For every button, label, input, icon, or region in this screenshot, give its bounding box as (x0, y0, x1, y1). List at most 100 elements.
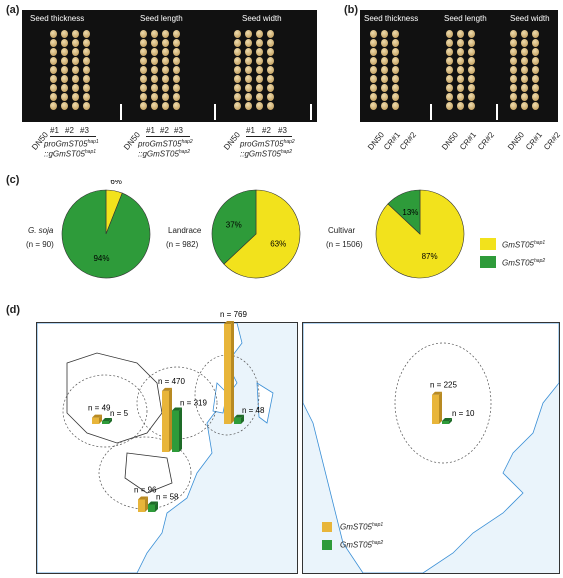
seed (151, 66, 158, 74)
seed (61, 66, 68, 74)
seed (532, 84, 539, 92)
group-name-cultivar: Cultivar (328, 226, 356, 235)
line-label: #3 (278, 126, 287, 135)
seed (532, 93, 539, 101)
seed (72, 39, 79, 47)
panel-b-title-length: Seed length (444, 14, 487, 23)
seed (381, 102, 388, 110)
seed-column (457, 30, 464, 110)
seed (83, 102, 90, 110)
seed (256, 84, 263, 92)
seed (446, 57, 453, 65)
seed-column (446, 30, 453, 110)
seed-column (245, 30, 252, 110)
seed (521, 84, 528, 92)
seed (256, 57, 263, 65)
line-label: #1 (246, 126, 255, 135)
seed (381, 66, 388, 74)
seed (381, 39, 388, 47)
seed (256, 93, 263, 101)
seed (468, 75, 475, 83)
seed (510, 39, 517, 47)
seed (532, 39, 539, 47)
group-n-cultivar: (n = 1506) (326, 240, 363, 249)
seed (457, 48, 464, 56)
seed (162, 93, 169, 101)
bar-count-label: n = 96 (134, 486, 157, 495)
seed (245, 102, 252, 110)
line-label: #2 (160, 126, 169, 135)
seed (510, 93, 517, 101)
bar-count-label: n = 10 (452, 409, 475, 418)
legend-label-hap1-bar: GmST05hap1 (340, 522, 384, 532)
bar-hap2 (234, 414, 244, 424)
seed (245, 30, 252, 38)
seed (446, 75, 453, 83)
seed (521, 93, 528, 101)
seed (83, 39, 90, 47)
pie-slice-label: 6% (110, 180, 122, 186)
seed (245, 57, 252, 65)
seed (521, 66, 528, 74)
seed (61, 39, 68, 47)
seed (381, 48, 388, 56)
seed (61, 48, 68, 56)
construct-sub-label: ::gGmST05hap1 (44, 149, 97, 159)
panel-a-title-width: Seed width (242, 14, 282, 23)
seed (532, 30, 539, 38)
seed (83, 48, 90, 56)
seed (510, 30, 517, 38)
bar-count-label: n = 58 (156, 492, 179, 501)
seed (521, 75, 528, 83)
seed (381, 57, 388, 65)
bar-hap1 (224, 321, 234, 424)
bar-count-label: n = 5 (110, 409, 129, 418)
seed-column (72, 30, 79, 110)
seed (521, 39, 528, 47)
group-name-landrace: Landrace (168, 226, 202, 235)
seed (256, 102, 263, 110)
line-label: #2 (65, 126, 74, 135)
seed (151, 75, 158, 83)
scale-bar (496, 104, 498, 120)
asia-landmass (37, 323, 274, 573)
seed (162, 75, 169, 83)
seed (162, 66, 169, 74)
seed (162, 102, 169, 110)
seed (83, 66, 90, 74)
seed-column (83, 30, 90, 110)
seed (61, 75, 68, 83)
seed (173, 102, 180, 110)
seed (140, 102, 147, 110)
construct2-label: proGmST05hap2 (240, 139, 295, 149)
panel-b-title-width: Seed width (510, 14, 550, 23)
seed (72, 102, 79, 110)
seed (151, 39, 158, 47)
seed (234, 66, 241, 74)
pie-charts: 6% 94% 63% 37% 87% 13% (61, 180, 465, 279)
seed (381, 30, 388, 38)
seed (267, 48, 274, 56)
seed (72, 30, 79, 38)
seed (457, 75, 464, 83)
seed-column (392, 30, 399, 110)
seed (61, 84, 68, 92)
seed (446, 93, 453, 101)
seed (510, 84, 517, 92)
seed-column (234, 30, 241, 110)
seed (234, 93, 241, 101)
seed (370, 66, 377, 74)
panel-b-photo: Seed thickness Seed length Seed width (360, 10, 558, 122)
seed (446, 84, 453, 92)
legend-label-hap2-bar: GmST05hap2 (340, 540, 384, 550)
seed (245, 66, 252, 74)
seed (140, 48, 147, 56)
legend-swatch-hap1-bar (322, 522, 332, 532)
seed (50, 39, 57, 47)
legend-label-hap1-pie: GmST05hap1 (502, 240, 546, 250)
seed (370, 30, 377, 38)
seed (392, 48, 399, 56)
seed (162, 48, 169, 56)
seed (532, 102, 539, 110)
seed-column (532, 30, 539, 110)
